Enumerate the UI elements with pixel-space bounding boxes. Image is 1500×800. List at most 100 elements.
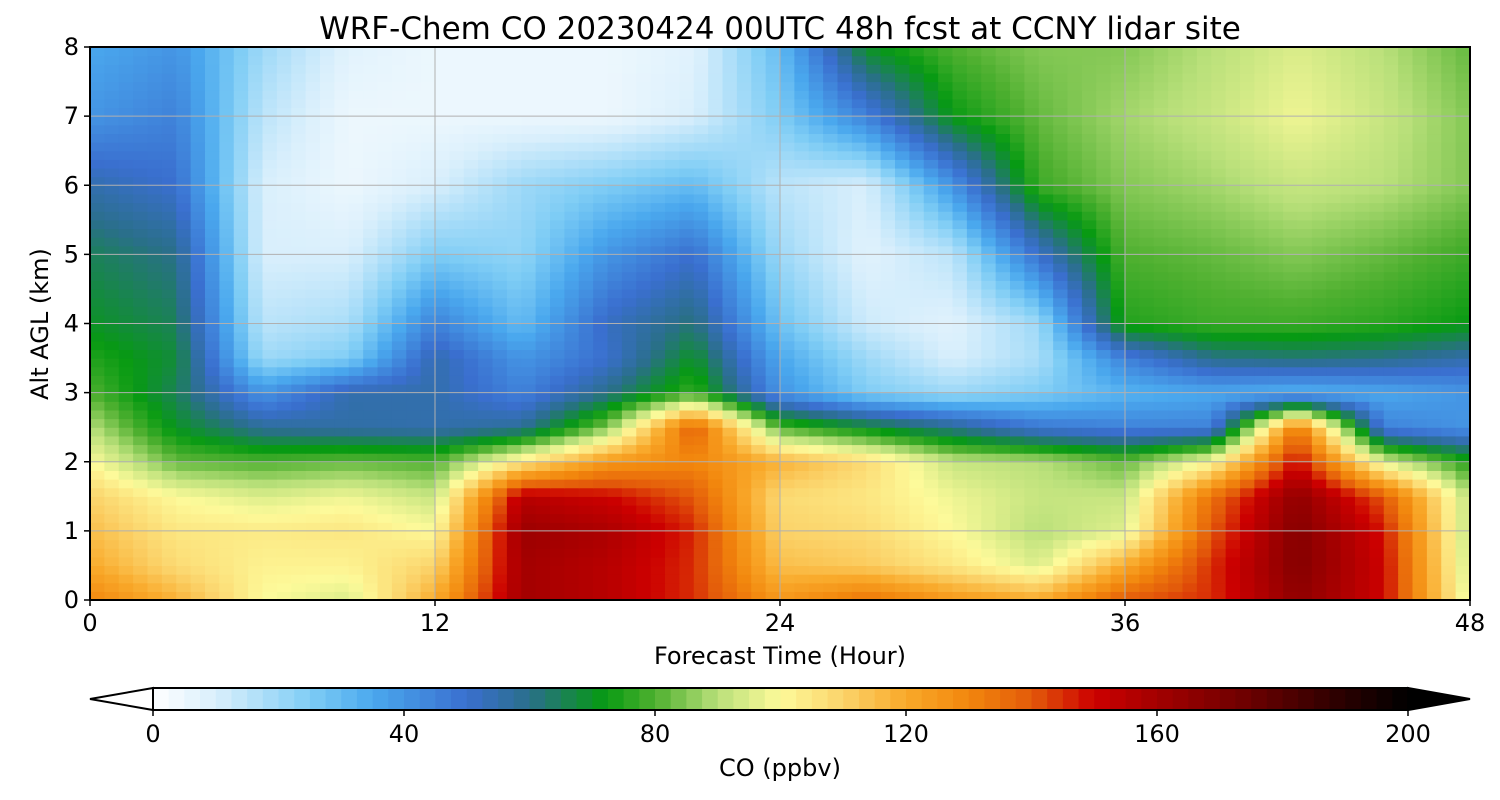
heatmap-cell [535,427,551,437]
heatmap-cell [1455,513,1470,523]
heatmap-cell [636,383,652,394]
heatmap-cell [851,176,867,186]
heatmap-cell [1211,409,1227,420]
heatmap-cell [650,202,666,212]
heatmap-cell [478,185,494,195]
heatmap-cell [104,582,120,592]
heatmap-cell [435,522,450,532]
heatmap-cell [1455,167,1470,178]
heatmap-cell [104,392,120,402]
heatmap-cell [406,453,422,463]
heatmap-cell [248,539,264,549]
heatmap-cell [1355,340,1370,351]
heatmap-cell [1182,470,1198,480]
heatmap-cell [1110,470,1126,480]
heatmap-cell [1038,340,1054,351]
heatmap-cell [650,306,666,316]
heatmap-cell [190,470,206,480]
heatmap-cell [161,332,177,342]
heatmap-cell [521,314,537,325]
heatmap-cell [751,479,767,489]
heatmap-cell [219,591,235,600]
heatmap-cell [1311,392,1327,402]
heatmap-cell [550,358,565,368]
heatmap-cell [593,323,609,333]
heatmap-cell [952,470,968,480]
heatmap-cell [1139,288,1155,299]
heatmap-cell [952,358,968,368]
heatmap-cell [550,159,565,169]
heatmap-cell [564,435,580,446]
heatmap-cell [909,271,925,281]
heatmap-cell [1283,254,1299,264]
heatmap-cell [1125,401,1140,411]
heatmap-cell [463,202,479,212]
heatmap-cell [722,297,738,307]
heatmap-cell [923,565,939,575]
heatmap-cell [794,263,810,273]
heatmap-cell [995,401,1011,411]
heatmap-cell [161,565,177,575]
heatmap-cell [1168,383,1184,394]
heatmap-cell [320,539,335,549]
heatmap-cell [794,409,810,420]
heatmap-cell [363,332,379,342]
heatmap-cell [808,401,824,411]
heatmap-cell [1096,582,1112,592]
heatmap-cell [449,401,465,411]
heatmap-cell [1038,574,1054,584]
heatmap-cell [765,461,781,471]
heatmap-cell [205,548,220,558]
heatmap-cell [233,513,249,523]
heatmap-cell [320,159,335,169]
heatmap-cell [823,513,839,523]
heatmap-cell [1010,435,1025,446]
heatmap-cell [391,591,407,600]
heatmap-cell [391,314,407,325]
heatmap-cell [866,297,882,307]
heatmap-cell [578,219,594,230]
heatmap-cell [1412,340,1428,351]
heatmap-cell [377,254,393,264]
heatmap-cell [363,297,379,307]
heatmap-cell [1441,245,1457,255]
heatmap-cell [104,470,120,480]
heatmap-cell [363,487,379,497]
heatmap-cell [895,150,910,160]
heatmap-cell [794,366,810,376]
heatmap-cell [104,219,120,230]
heatmap-cell [506,409,522,420]
heatmap-cell [636,470,652,480]
heatmap-cell [981,392,997,402]
heatmap-cell [521,332,537,342]
heatmap-cell [521,271,537,281]
heatmap-cell [435,401,450,411]
heatmap-cell [1297,340,1313,351]
heatmap-cell [952,211,968,221]
heatmap-cell [133,522,149,532]
heatmap-cell [1369,582,1385,592]
heatmap-cell [363,254,379,264]
heatmap-cell [952,228,968,238]
heatmap-cell [1426,470,1442,480]
heatmap-cell [780,479,795,489]
heatmap-cell [966,392,982,402]
heatmap-cell [550,435,565,446]
heatmap-cell [621,504,637,515]
heatmap-cell [276,237,292,247]
heatmap-cell [334,401,350,411]
heatmap-cell [780,375,795,385]
heatmap-cell [593,237,609,247]
heatmap-cell [1067,159,1083,169]
heatmap-cell [938,263,954,273]
heatmap-cell [1297,271,1313,281]
heatmap-cell [952,349,968,359]
heatmap-cell [1153,470,1169,480]
heatmap-cell [722,288,738,299]
heatmap-cell [1053,323,1069,333]
heatmap-cell [463,461,479,471]
heatmap-cell [406,530,422,541]
heatmap-cell [1369,548,1385,558]
heatmap-cell [808,375,824,385]
heatmap-cell [391,574,407,584]
